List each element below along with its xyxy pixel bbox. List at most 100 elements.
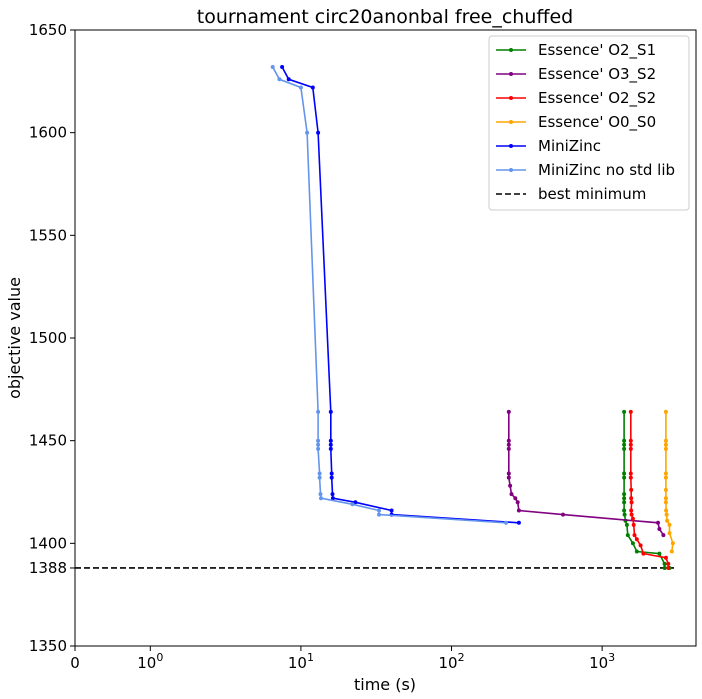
data-point	[638, 543, 643, 548]
data-point	[656, 520, 660, 525]
chart-title: tournament circ20anonbal free_chuffed	[197, 6, 573, 28]
data-point	[641, 551, 646, 556]
data-point	[628, 446, 633, 451]
y-tick-label: 1650	[29, 21, 67, 39]
series-line	[271, 66, 507, 524]
x-tick-label: 103	[589, 651, 615, 672]
data-point	[328, 446, 333, 451]
series-line	[665, 411, 674, 552]
data-point	[628, 438, 633, 443]
data-point	[663, 555, 668, 560]
data-point	[622, 442, 627, 447]
data-point	[622, 492, 627, 497]
data-point	[629, 487, 634, 492]
data-point	[328, 409, 333, 414]
data-point	[630, 541, 635, 546]
data-point	[506, 471, 511, 476]
y-axis-label: objective value	[5, 277, 24, 399]
data-point	[669, 549, 674, 554]
data-point	[664, 512, 669, 517]
data-point	[270, 65, 275, 69]
data-point	[509, 492, 514, 497]
data-point	[622, 438, 627, 443]
legend-marker	[509, 120, 513, 124]
data-point	[330, 492, 335, 497]
data-point	[318, 492, 323, 497]
data-point	[663, 500, 668, 505]
data-point	[663, 471, 668, 476]
data-point	[663, 496, 668, 501]
data-point	[657, 551, 662, 556]
series-line	[281, 66, 519, 524]
data-point	[305, 130, 310, 135]
data-point	[622, 409, 627, 414]
data-point	[634, 537, 639, 542]
data-point	[662, 561, 667, 566]
data-point	[670, 541, 675, 546]
data-point	[506, 409, 511, 414]
data-point	[667, 531, 672, 536]
data-point	[629, 512, 634, 517]
y-tick-label: 1450	[29, 432, 67, 450]
x-tick-label: 102	[438, 651, 464, 672]
plot-area	[75, 65, 675, 570]
legend-label: MiniZinc no std lib	[538, 161, 675, 179]
data-point	[628, 409, 633, 414]
data-point	[353, 500, 358, 505]
data-point	[624, 522, 629, 527]
legend-label: Essence' O0_S0	[538, 113, 656, 132]
legend-label: Essence' O3_S2	[538, 65, 656, 84]
y-tick-label: 1500	[29, 329, 67, 347]
data-point	[663, 475, 668, 480]
data-point	[277, 77, 282, 82]
data-point	[506, 438, 511, 443]
data-point	[317, 475, 322, 480]
data-point	[628, 475, 633, 480]
data-point	[622, 508, 627, 513]
data-point	[516, 520, 521, 525]
legend-marker	[509, 48, 513, 52]
data-point	[377, 508, 381, 513]
data-point	[622, 471, 627, 476]
data-point	[628, 442, 633, 447]
data-point	[661, 533, 666, 538]
series-line	[623, 411, 670, 569]
data-point	[634, 549, 639, 554]
legend-marker	[509, 72, 513, 76]
legend-label: MiniZinc	[538, 137, 601, 155]
series-line	[508, 411, 665, 536]
data-point	[328, 438, 333, 443]
data-point	[667, 522, 672, 527]
data-point	[663, 438, 668, 443]
x-axis-label: time (s)	[354, 675, 416, 694]
data-point	[377, 512, 381, 517]
data-point	[657, 527, 662, 531]
data-point	[516, 508, 521, 513]
data-point	[629, 496, 634, 501]
data-point	[664, 508, 669, 513]
y-tick-label: 1350	[29, 637, 67, 655]
data-point	[622, 446, 627, 451]
data-point	[317, 471, 322, 476]
x-axis: 0 100 101 102 103	[70, 646, 615, 672]
data-point	[319, 496, 323, 501]
data-point	[310, 85, 315, 90]
data-point	[350, 502, 355, 507]
data-point	[389, 508, 394, 513]
data-point	[631, 522, 636, 527]
data-point	[629, 500, 634, 505]
data-point	[504, 520, 508, 525]
x-tick-label: 100	[137, 651, 163, 672]
data-point	[622, 500, 627, 505]
data-point	[622, 475, 627, 480]
data-point	[622, 496, 627, 501]
data-point	[663, 442, 668, 447]
data-point	[316, 438, 321, 443]
y-tick-label: 1388	[29, 559, 67, 577]
legend-box	[488, 35, 690, 211]
data-point	[329, 471, 334, 476]
data-point	[662, 566, 667, 570]
data-point	[663, 487, 668, 492]
